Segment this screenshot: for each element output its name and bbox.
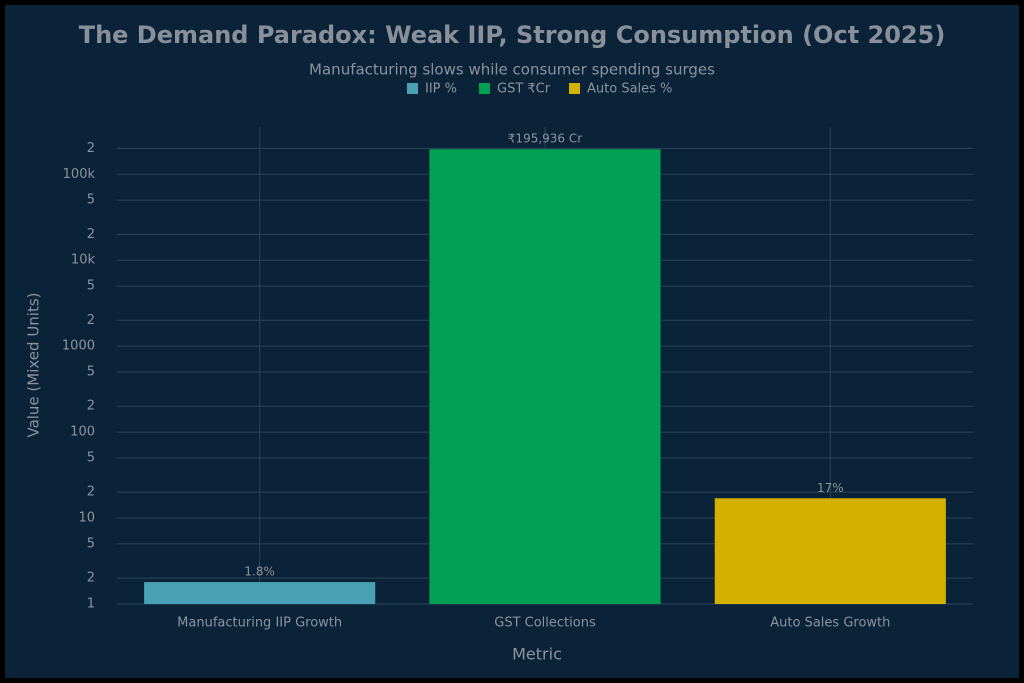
value-label: 1.8%: [244, 565, 275, 579]
y-tick-label: 10: [78, 511, 95, 526]
y-tick-label: 5: [87, 193, 95, 208]
y-tick-label: 5: [87, 279, 95, 294]
y-tick-label: 2: [87, 141, 95, 156]
legend-label: IIP %: [425, 82, 457, 97]
y-axis-label: Value (Mixed Units): [25, 292, 43, 437]
x-axis-label: Metric: [512, 645, 562, 664]
y-tick-label: 5: [87, 365, 95, 380]
bar: [429, 149, 661, 604]
x-tick-label: GST Collections: [494, 616, 596, 631]
y-tick-label: 100k: [63, 167, 96, 182]
x-tick-label: Manufacturing IIP Growth: [177, 616, 342, 631]
value-label: ₹195,936 Cr: [508, 132, 582, 146]
y-tick-label: 2: [87, 399, 95, 414]
y-tick-label: 10k: [71, 253, 96, 268]
y-tick-label: 2: [87, 571, 95, 586]
legend-swatch: [407, 83, 418, 94]
bar: [714, 498, 946, 604]
legend-swatch: [569, 83, 580, 94]
chart-subtitle: Manufacturing slows while consumer spend…: [309, 61, 715, 79]
chart-title: The Demand Paradox: Weak IIP, Strong Con…: [79, 21, 946, 49]
y-tick-label: 5: [87, 450, 95, 465]
legend-label: GST ₹Cr: [497, 82, 551, 97]
y-tick-label: 2: [87, 227, 95, 242]
y-tick-label: 2: [87, 485, 95, 500]
x-tick-label: Auto Sales Growth: [770, 616, 890, 631]
legend-swatch: [479, 83, 490, 94]
bar: [144, 582, 376, 604]
legend-label: Auto Sales %: [587, 82, 672, 97]
y-tick-label: 2: [87, 313, 95, 328]
y-tick-label: 1: [87, 597, 95, 612]
y-tick-label: 1000: [62, 339, 95, 354]
value-label: 17%: [817, 481, 844, 495]
y-tick-label: 5: [87, 536, 95, 551]
y-tick-label: 100: [70, 425, 95, 440]
